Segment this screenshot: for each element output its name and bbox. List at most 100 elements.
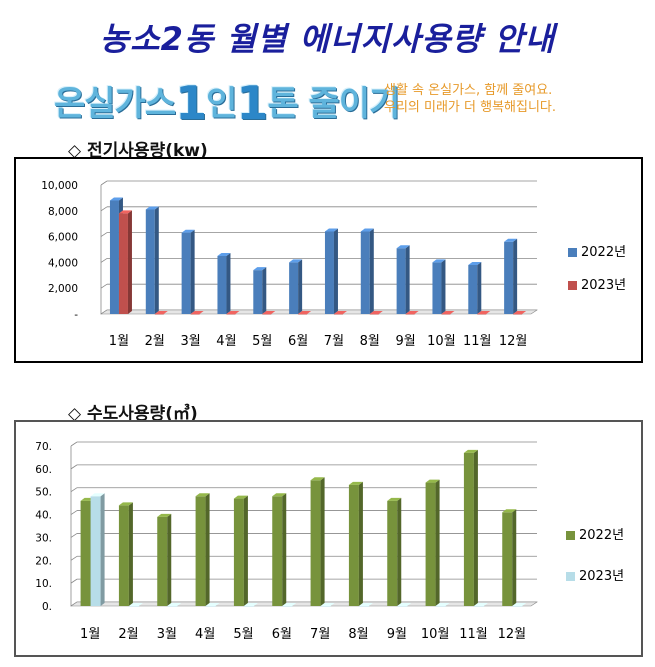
bar-side	[100, 493, 105, 606]
water-legend: 2022년 2023년	[566, 524, 624, 584]
electricity-section-title: ◇ 전기사용량(kw)	[68, 141, 208, 161]
bar-front	[298, 314, 308, 315]
bar-top	[217, 252, 231, 256]
y-tick-label: 10.	[35, 578, 52, 590]
bar-side	[513, 238, 518, 314]
bar-top	[226, 311, 240, 314]
y-tick-label: 0.	[42, 601, 52, 613]
bar-top	[358, 603, 373, 606]
gridline-depth	[70, 441, 78, 447]
bar-2023-10월	[441, 311, 455, 315]
bar-front	[468, 264, 478, 314]
bar-front	[262, 314, 272, 315]
water-section-title: ◇ 수도사용량(㎥)	[68, 404, 198, 424]
bar-2023-9월	[405, 311, 419, 315]
slogan-one-2: 1	[236, 76, 268, 130]
bar-side	[262, 267, 267, 314]
bar-2023-7월	[320, 603, 335, 607]
gridline-depth	[100, 206, 108, 212]
x-tick-label: 8월	[348, 627, 368, 642]
x-tick-label: 12월	[498, 627, 527, 642]
bar-front	[90, 496, 101, 606]
x-tick-label: 10월	[427, 334, 456, 349]
x-tick-label: 9월	[387, 627, 407, 642]
bar-front	[369, 314, 379, 315]
bar-2023-2월	[128, 603, 143, 607]
bar-top	[397, 603, 412, 606]
bar-side	[320, 477, 325, 606]
bar-2022-8월	[360, 228, 374, 314]
bar-top	[118, 502, 133, 506]
bar-top	[432, 259, 446, 263]
bar-2023-12월	[512, 603, 527, 607]
bar-top	[109, 197, 123, 201]
bar-front	[226, 314, 236, 315]
bar-2022-3월	[181, 229, 195, 314]
bar-front	[205, 606, 216, 607]
x-tick-label: 4월	[195, 627, 215, 642]
legend-item-2023: 2023년	[568, 274, 626, 293]
bar-front	[253, 270, 263, 314]
bar-front	[425, 482, 436, 606]
electricity-legend: 2022년 2023년	[568, 241, 626, 293]
bar-2022-9월	[396, 245, 410, 314]
bar-front	[195, 496, 206, 606]
bar-front	[397, 606, 408, 607]
bar-2022-5월	[253, 267, 267, 314]
bar-2022-7월	[310, 477, 325, 606]
x-tick-label: 3월	[157, 627, 177, 642]
bar-side	[441, 259, 446, 314]
bar-2022-5월	[233, 495, 248, 606]
bar-2023-10월	[435, 603, 450, 607]
bar-top	[253, 267, 267, 271]
bar-2022-3월	[157, 513, 172, 606]
bar-2022-9월	[387, 497, 402, 606]
bar-2023-2월	[154, 311, 168, 315]
bar-2023-3월	[167, 603, 182, 607]
bar-top	[463, 449, 478, 453]
bar-side	[128, 502, 133, 606]
bar-top	[369, 311, 383, 314]
bar-side	[127, 210, 132, 314]
bar-top	[513, 311, 527, 314]
bar-2022-2월	[118, 502, 133, 606]
bar-front	[272, 496, 283, 606]
bar-2023-11월	[473, 603, 488, 607]
bar-top	[128, 603, 143, 606]
y-tick-label: 50.	[35, 487, 52, 499]
water-chart: 0. 10. 20. 30. 40. 50. 60. 70. 1월 2월 3월 4월 5월 6월 7월 8월 9…	[14, 420, 643, 657]
bar-top	[405, 311, 419, 314]
bar-side	[282, 493, 287, 606]
gridline-depth	[70, 464, 78, 470]
x-tick-label: 4월	[216, 334, 236, 349]
bar-front	[154, 314, 164, 315]
page-title: 농소2동 월별 에너지사용량 안내	[99, 20, 556, 58]
bar-side	[205, 493, 210, 606]
water-chart-svg: 0. 10. 20. 30. 40. 50. 60. 70. 1월 2월 3월 4월 5월 6월 7월 8월 9…	[35, 441, 538, 642]
bar-2022-10월	[432, 259, 446, 314]
y-tick-label: 20.	[35, 555, 52, 567]
bar-front	[504, 241, 514, 314]
bar-2022-12월	[504, 238, 518, 314]
bar-side	[473, 449, 478, 606]
x-tick-label: 6월	[288, 334, 308, 349]
gridline-depth	[70, 555, 78, 561]
x-tick-label: 12월	[499, 334, 528, 349]
gridline-depth	[100, 180, 108, 186]
gridline-depth	[70, 578, 78, 584]
bar-2023-7월	[333, 311, 347, 315]
bar-2022-7월	[324, 228, 338, 314]
bar-side	[154, 206, 159, 314]
bar-side	[512, 509, 517, 606]
bar-2023-3월	[190, 311, 204, 315]
bar-front	[289, 262, 299, 314]
bar-front	[405, 314, 415, 315]
bar-front	[233, 498, 244, 606]
bar-2023-6월	[298, 311, 312, 315]
bar-top	[348, 481, 363, 485]
bar-top	[468, 261, 482, 265]
x-tick-label: 11월	[459, 627, 488, 642]
bar-side	[243, 495, 248, 606]
bar-front	[435, 606, 446, 607]
bar-front	[282, 606, 293, 607]
